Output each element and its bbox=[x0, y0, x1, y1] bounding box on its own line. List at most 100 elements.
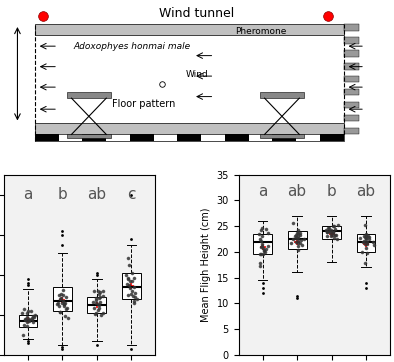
Point bbox=[295, 238, 301, 244]
Point bbox=[24, 314, 30, 320]
Point bbox=[324, 229, 331, 235]
Point bbox=[62, 300, 69, 306]
Point bbox=[126, 262, 132, 268]
Point bbox=[332, 232, 338, 237]
Bar bbox=[154, 134, 177, 142]
Point bbox=[22, 316, 29, 321]
Point bbox=[292, 232, 299, 238]
PathPatch shape bbox=[122, 273, 141, 299]
Point bbox=[95, 291, 102, 297]
Bar bbox=[201, 134, 225, 142]
Point bbox=[331, 223, 337, 228]
Bar bbox=[35, 134, 59, 142]
Point bbox=[257, 252, 264, 257]
Point bbox=[128, 278, 135, 283]
Point bbox=[293, 239, 299, 245]
Point bbox=[260, 252, 267, 257]
Point bbox=[326, 228, 332, 234]
Text: Floor pattern: Floor pattern bbox=[112, 100, 175, 109]
Point bbox=[326, 226, 332, 231]
Point bbox=[362, 233, 369, 239]
Point bbox=[257, 236, 263, 241]
Point bbox=[294, 235, 301, 241]
Point bbox=[125, 275, 131, 281]
Point bbox=[20, 323, 27, 328]
Point bbox=[257, 238, 264, 244]
Point bbox=[22, 316, 28, 322]
Point bbox=[63, 294, 69, 300]
Point bbox=[131, 284, 137, 290]
Point bbox=[259, 233, 266, 239]
Point bbox=[96, 305, 102, 311]
Point bbox=[24, 310, 30, 316]
Point bbox=[57, 309, 63, 315]
Point bbox=[30, 313, 36, 319]
Point bbox=[357, 235, 363, 241]
Point bbox=[20, 306, 27, 311]
Text: c: c bbox=[127, 187, 136, 202]
Point bbox=[125, 281, 131, 287]
Point bbox=[297, 233, 303, 239]
Point bbox=[129, 288, 136, 294]
Bar bbox=[260, 134, 304, 138]
Point bbox=[296, 230, 303, 236]
Point bbox=[299, 243, 305, 248]
Point bbox=[64, 305, 70, 311]
Point bbox=[95, 288, 101, 294]
Text: b: b bbox=[327, 184, 336, 199]
Bar bbox=[272, 134, 296, 142]
Point bbox=[262, 226, 269, 232]
Point bbox=[99, 288, 106, 294]
PathPatch shape bbox=[19, 315, 37, 327]
Point bbox=[65, 315, 71, 320]
Text: a: a bbox=[23, 187, 33, 202]
Point bbox=[364, 239, 370, 245]
Point bbox=[324, 233, 331, 239]
Point bbox=[54, 302, 61, 307]
Point bbox=[19, 310, 25, 316]
Point bbox=[258, 244, 265, 249]
Bar bbox=[344, 24, 359, 31]
Text: Wind tunnel: Wind tunnel bbox=[160, 7, 234, 20]
Point bbox=[97, 294, 103, 300]
Point bbox=[295, 227, 301, 233]
Point bbox=[329, 232, 336, 238]
Point bbox=[97, 299, 103, 305]
Point bbox=[363, 231, 369, 237]
Point bbox=[328, 233, 335, 239]
PathPatch shape bbox=[288, 231, 307, 249]
Point bbox=[265, 231, 271, 236]
Bar bbox=[35, 134, 344, 142]
Point bbox=[257, 228, 264, 233]
Point bbox=[256, 231, 262, 236]
Bar bbox=[35, 24, 344, 35]
Point bbox=[259, 241, 265, 247]
Point bbox=[361, 233, 368, 239]
Point bbox=[58, 295, 65, 301]
Point bbox=[127, 285, 133, 291]
Point bbox=[329, 229, 336, 235]
Point bbox=[95, 301, 101, 307]
Point bbox=[125, 254, 131, 260]
PathPatch shape bbox=[253, 234, 272, 254]
Point bbox=[328, 227, 335, 233]
Point bbox=[331, 235, 337, 241]
Text: Adoxophyes honmai male: Adoxophyes honmai male bbox=[73, 42, 191, 51]
Point bbox=[58, 291, 64, 297]
Point bbox=[359, 249, 366, 255]
Point bbox=[129, 270, 136, 275]
Point bbox=[301, 236, 307, 241]
Point bbox=[330, 230, 336, 235]
Point bbox=[93, 297, 100, 303]
Point bbox=[132, 290, 138, 296]
Point bbox=[364, 233, 371, 239]
Point bbox=[362, 235, 369, 241]
Point bbox=[91, 288, 98, 294]
Point bbox=[59, 300, 65, 306]
Text: a: a bbox=[258, 184, 268, 199]
Point bbox=[92, 310, 98, 316]
Point bbox=[362, 260, 368, 266]
PathPatch shape bbox=[357, 234, 375, 252]
Bar bbox=[67, 134, 111, 138]
Point bbox=[257, 251, 264, 257]
